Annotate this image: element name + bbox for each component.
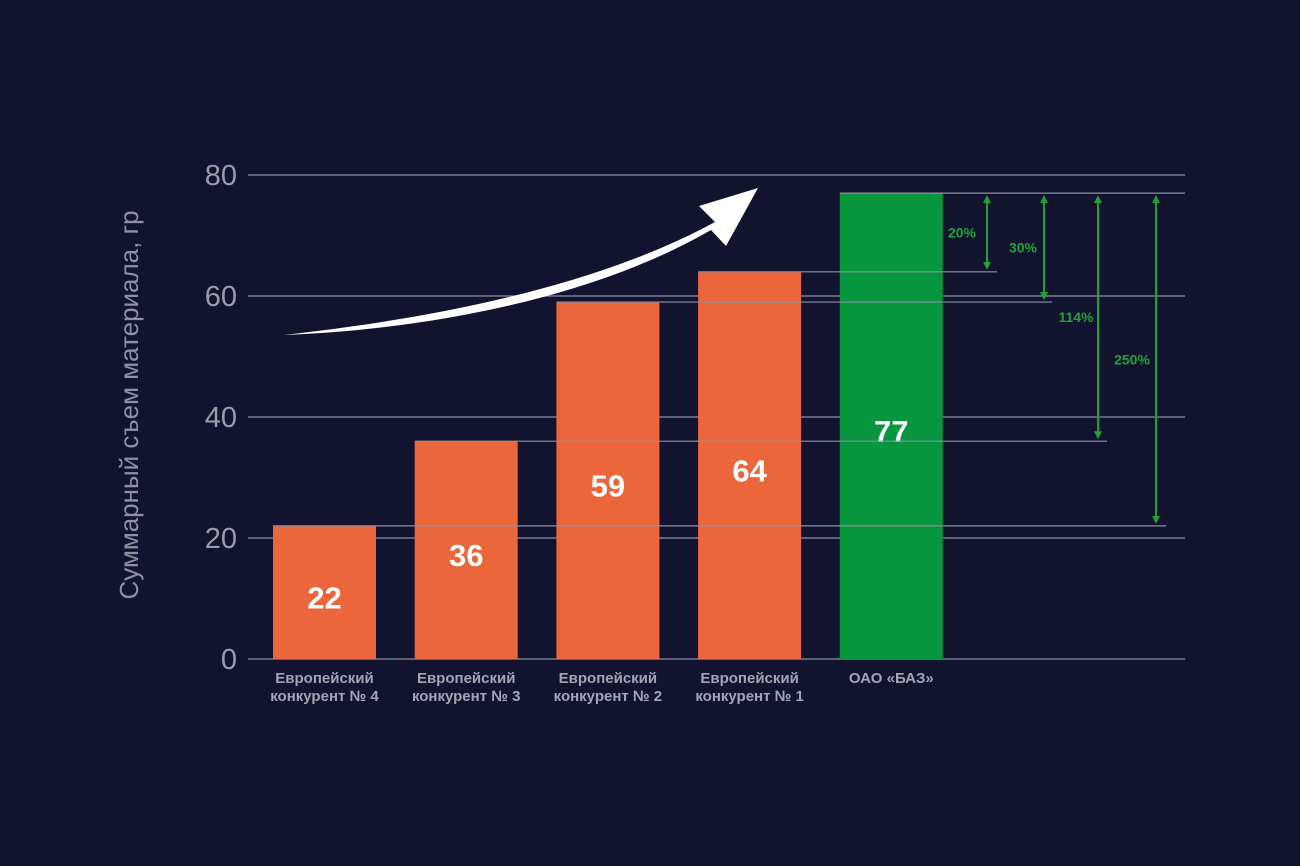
category-label-line: Европейский: [700, 670, 798, 687]
y-tick-label: 40: [205, 402, 237, 434]
y-tick-label: 20: [205, 523, 237, 555]
bar-value-label: 59: [591, 469, 625, 504]
category-label: ОАО «БАЗ»: [849, 670, 934, 687]
category-label-line: Европейский: [559, 670, 657, 687]
bar-2: [414, 441, 518, 659]
bar-4: [698, 271, 802, 659]
bar-value-label: 64: [732, 453, 767, 488]
bar-value-label: 77: [874, 414, 908, 449]
y-tick-label: 60: [205, 281, 237, 313]
bar-value-label: 36: [449, 538, 483, 573]
category-label-line: конкурент № 2: [554, 688, 663, 705]
category-label: Европейский конкурент № 3: [412, 670, 521, 705]
difference-label: 30%: [1009, 240, 1038, 256]
category-label-line: Европейский: [275, 670, 373, 687]
category-label-line: конкурент № 1: [695, 688, 804, 705]
y-axis-label: Суммарный съем материала, гр: [114, 210, 144, 599]
difference-label: 20%: [948, 224, 977, 240]
category-label: Европейский конкурент № 2: [554, 670, 663, 705]
category-label: Европейский конкурент № 1: [695, 670, 804, 705]
category-label-line: конкурент № 4: [270, 688, 379, 705]
difference-label: 114%: [1058, 309, 1094, 325]
category-label-line: ОАО «БАЗ»: [849, 670, 934, 687]
bar-1: [273, 525, 376, 659]
y-tick-label: 80: [205, 160, 237, 192]
productivity-trend-arrow: Производительность: [283, 188, 758, 335]
difference-label: 250%: [1114, 352, 1150, 368]
bar-5: [839, 193, 943, 659]
trend-arrow-shape: [283, 188, 758, 335]
category-label-line: Европейский: [417, 670, 515, 687]
category-label: Европейский конкурент № 4: [270, 670, 379, 705]
category-label-line: конкурент № 3: [412, 688, 521, 705]
bar-value-label: 22: [307, 580, 341, 615]
y-tick-label: 0: [221, 644, 237, 676]
bar-3: [556, 302, 660, 659]
